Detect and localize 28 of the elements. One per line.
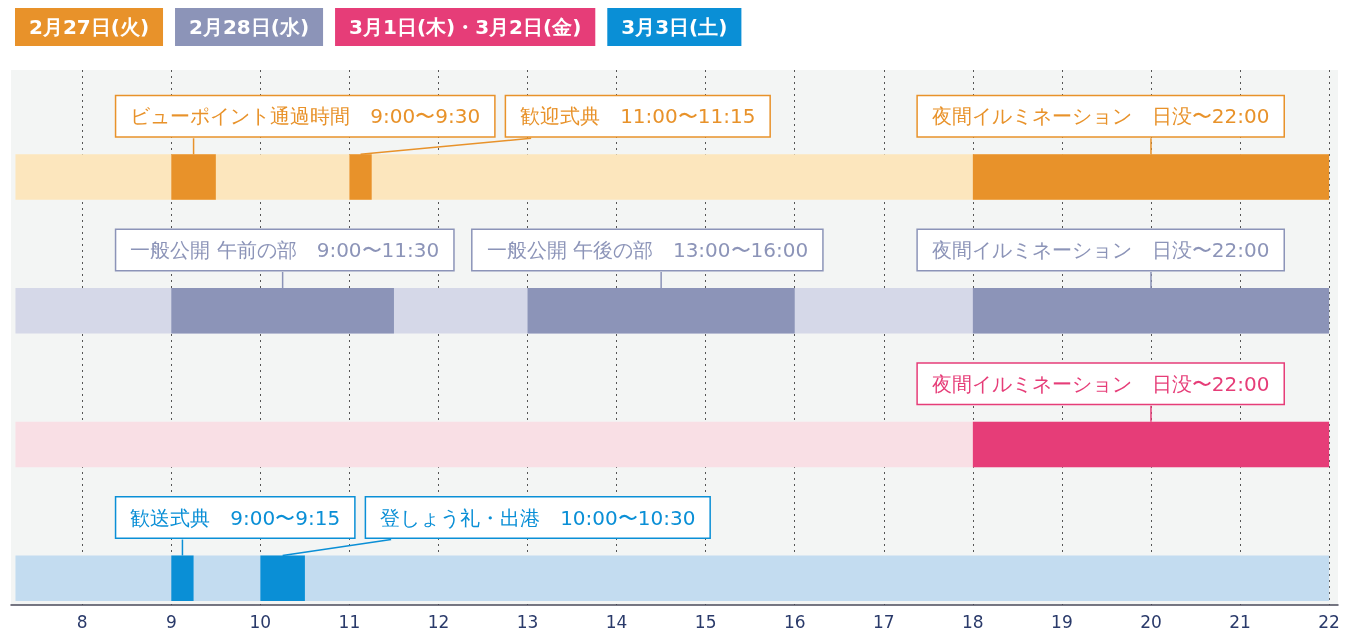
data-label: 歓送式典 9:00〜9:15	[130, 505, 341, 530]
text: 2月28日(水)	[189, 15, 310, 39]
x-tick-label: 21	[1229, 611, 1251, 632]
x-tick-label: 22	[1318, 611, 1340, 632]
text: 3月1日(木)・3月2日(金)	[349, 15, 582, 39]
data-label: 一般公開 午後の部 13:00〜16:00	[486, 238, 809, 263]
x-tick-label: 19	[1051, 611, 1073, 632]
x-tick-label: 8	[76, 611, 88, 632]
x-tick-label: 9	[165, 611, 177, 632]
x-tick-label: 11	[338, 611, 361, 632]
data-label: 一般公開 午前の部 9:00〜11:30	[130, 238, 440, 263]
data-label: 登しょう礼・出港 10:00〜10:30	[380, 505, 696, 530]
x-tick-label: 17	[872, 611, 895, 632]
x-tick-label: 14	[605, 611, 628, 632]
data-label: 歓迎式典 11:00〜11:15	[520, 104, 756, 129]
data-label: ビューポイント通過時間 9:00〜9:30	[130, 104, 481, 129]
x-tick-label: 18	[962, 611, 984, 632]
x-tick-label: 10	[249, 611, 272, 632]
x-tick-label: 13	[516, 611, 539, 632]
x-tick-label: 20	[1140, 611, 1162, 632]
x-tick-label: 15	[694, 611, 717, 632]
text: 3月3日(土)	[621, 15, 728, 39]
data-label: 夜間イルミネーション 日没〜22:00	[931, 238, 1270, 263]
x-tick-label: 16	[783, 611, 806, 632]
data-label: 夜間イルミネーション 日没〜22:00	[931, 104, 1270, 129]
text: 2月27日(火)	[29, 15, 150, 39]
x-tick-label: 12	[427, 611, 450, 632]
data-label: 夜間イルミネーション 日没〜22:00	[931, 371, 1270, 396]
